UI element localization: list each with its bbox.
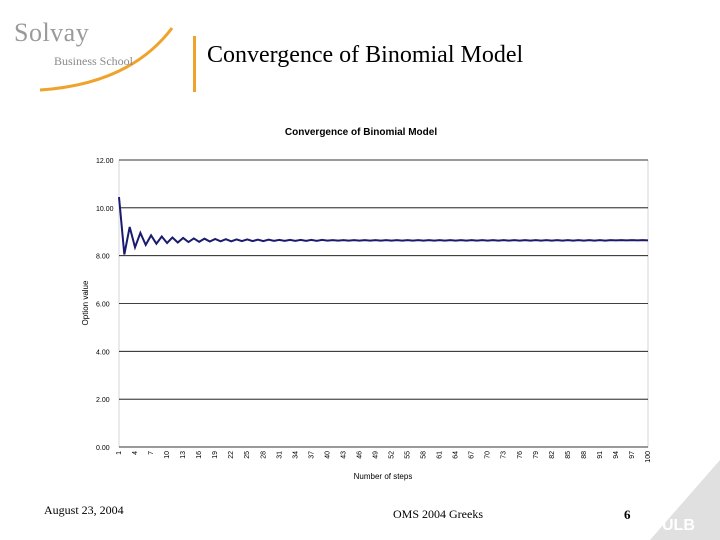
x-tick-label: 34 — [292, 451, 299, 459]
y-tick-label: 6.00 — [96, 302, 110, 309]
footer-date: August 23, 2004 — [44, 503, 124, 517]
x-tick-label: 97 — [629, 451, 636, 459]
solvay-logo: Solvay Business School — [10, 14, 180, 94]
x-axis-label: Number of steps — [354, 472, 413, 481]
x-tick-label: 25 — [244, 451, 251, 459]
x-tick-label: 91 — [597, 451, 604, 459]
ulb-corner-shape — [650, 460, 720, 540]
slide-title: Convergence of Binomial Model — [207, 42, 524, 68]
ulb-text: ULB — [662, 517, 695, 534]
x-tick-label: 70 — [485, 451, 492, 459]
x-tick-label: 49 — [372, 451, 379, 459]
x-tick-label: 88 — [581, 451, 588, 459]
logo-swoosh-icon — [39, 27, 174, 92]
x-tick-label: 22 — [228, 451, 235, 459]
x-tick-label: 19 — [212, 451, 219, 459]
x-tick-label: 37 — [308, 451, 315, 459]
x-tick-label: 31 — [276, 451, 283, 459]
y-tick-label: 12.00 — [96, 158, 114, 165]
x-tick-label: 73 — [501, 451, 508, 459]
x-tick-label: 100 — [645, 451, 652, 463]
chart-title: Convergence of Binomial Model — [285, 127, 437, 138]
x-tick-label: 58 — [421, 451, 428, 459]
x-tick-label: 85 — [565, 451, 572, 459]
logo-name: Solvay — [14, 18, 90, 47]
x-tick-label: 61 — [437, 451, 444, 459]
x-tick-label: 52 — [389, 451, 396, 459]
y-tick-label: 2.00 — [96, 397, 110, 404]
y-tick-label: 4.00 — [96, 349, 110, 356]
x-tick-label: 55 — [405, 451, 412, 459]
x-tick-label: 64 — [453, 451, 460, 459]
x-tick-label: 16 — [196, 451, 203, 459]
y-tick-label: 8.00 — [96, 254, 110, 261]
x-tick-label: 76 — [517, 451, 524, 459]
logo-subtitle: Business School — [54, 54, 134, 68]
gridlines — [119, 159, 648, 448]
y-tick-label: 0.00 — [96, 445, 110, 452]
x-tick-label: 4 — [132, 451, 139, 455]
x-tick-label: 82 — [549, 451, 556, 459]
x-tick-label: 28 — [260, 451, 267, 459]
x-tick-label: 79 — [533, 451, 540, 459]
x-tick-label: 1 — [116, 451, 123, 455]
series-line — [118, 196, 649, 255]
page-number: 6 — [624, 507, 631, 522]
ulb-logo: ULB — [650, 460, 720, 540]
x-tick-label: 94 — [613, 451, 620, 459]
title-divider — [193, 36, 196, 92]
x-tick-label: 40 — [324, 451, 331, 459]
y-tick-labels: 0.00 2.00 4.00 6.00 8.00 10.00 12.00 — [96, 158, 114, 452]
x-tick-label: 13 — [180, 451, 187, 459]
y-tick-label: 10.00 — [96, 206, 114, 213]
y-axis-label: Option value — [81, 280, 90, 325]
x-tick-label: 46 — [356, 451, 363, 459]
x-tick-label: 43 — [340, 451, 347, 459]
x-tick-label: 7 — [148, 451, 155, 455]
x-tick-label: 10 — [164, 451, 171, 459]
x-tick-labels: 1 4 7 10 13 16 19 22 25 28 31 34 37 40 43 46 49 52 55 58 61 6… — [116, 451, 652, 463]
x-tick-label: 67 — [469, 451, 476, 459]
footer-course: OMS 2004 Greeks — [393, 507, 483, 521]
